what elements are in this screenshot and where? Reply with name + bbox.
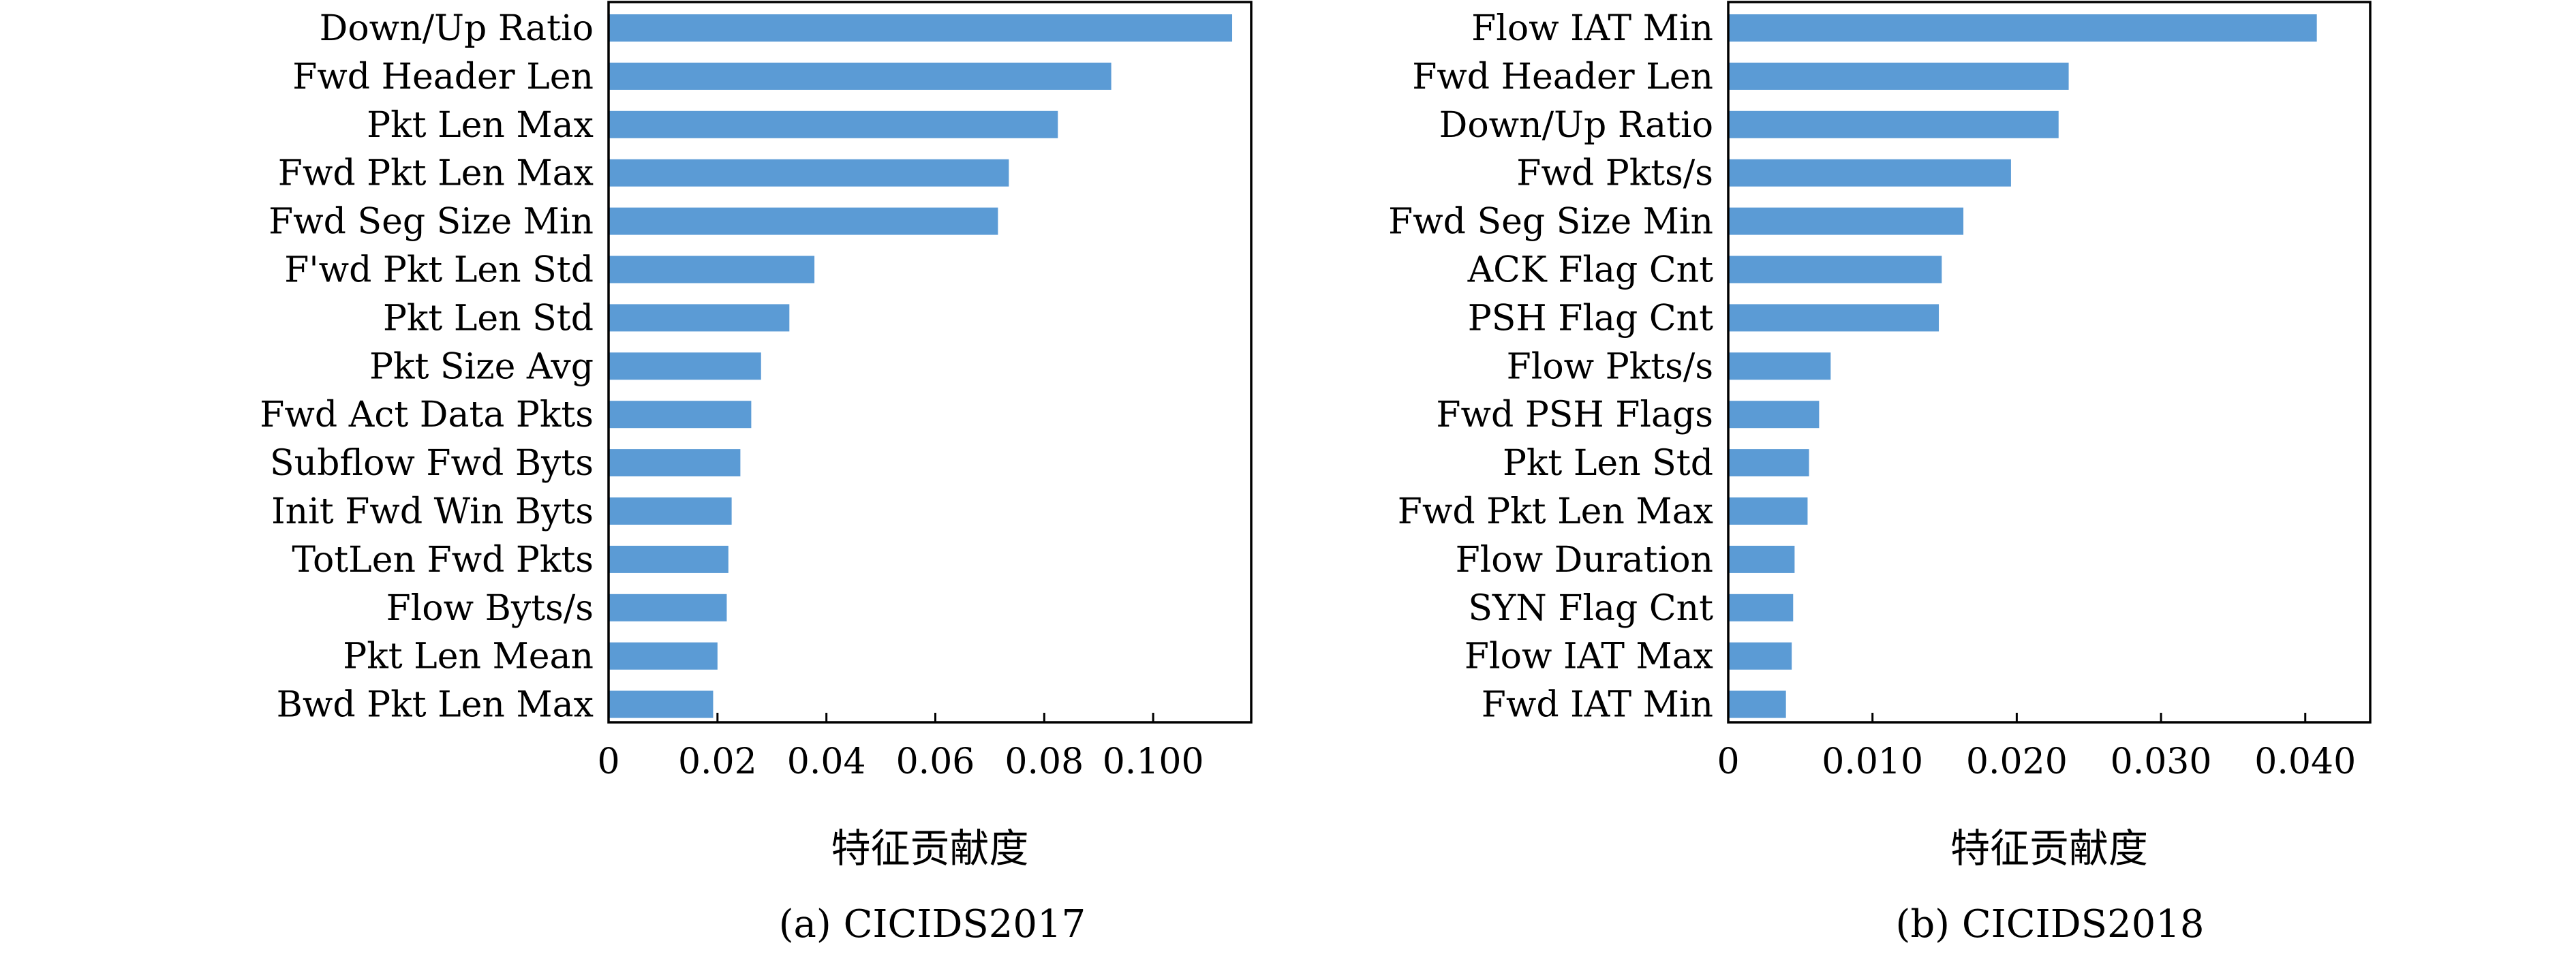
category-label: Fwd Pkt Len Max <box>278 153 594 194</box>
bar <box>1728 14 2317 42</box>
category-label: Down/Up Ratio <box>1439 105 1713 146</box>
bar <box>609 110 1058 138</box>
bar <box>1728 497 1808 525</box>
panel-caption: (b) CICIDS2018 <box>1895 902 2204 947</box>
bar <box>609 642 718 670</box>
x-tick-label: 0.02 <box>678 741 757 782</box>
bar <box>1728 62 2069 90</box>
bar <box>1728 401 1820 429</box>
category-label: F'wd Pkt Len Std <box>284 250 594 291</box>
bar <box>1728 304 1939 332</box>
category-label: Flow IAT Max <box>1465 636 1713 677</box>
category-label: Flow Pkts/s <box>1507 346 1713 387</box>
bar <box>1728 642 1792 670</box>
category-label: Pkt Len Mean <box>343 636 594 677</box>
category-label: Fwd PSH Flags <box>1436 395 1713 435</box>
bar <box>609 449 741 477</box>
bar <box>1728 594 1794 621</box>
category-label: Pkt Len Max <box>367 105 594 146</box>
x-tick-label: 0.100 <box>1103 741 1204 782</box>
panel-caption: (a) CICIDS2017 <box>779 902 1086 947</box>
x-tick-label: 0.020 <box>1966 741 2068 782</box>
category-label: Init Fwd Win Byts <box>271 491 594 532</box>
category-label: Subflow Fwd Byts <box>270 443 594 484</box>
category-label: Flow IAT Min <box>1471 8 1713 49</box>
x-tick-label: 0.04 <box>787 741 866 782</box>
plot-frame <box>607 1 1253 724</box>
category-label: PSH Flag Cnt <box>1468 298 1713 339</box>
bar <box>1728 256 1942 283</box>
category-label: ACK Flag Cnt <box>1467 250 1714 291</box>
bar <box>609 352 761 380</box>
category-label: Pkt Size Avg <box>369 346 594 387</box>
bar <box>1728 159 2011 187</box>
x-axis-title: 特征贡献度 <box>1950 825 2148 872</box>
category-label: Fwd Pkt Len Max <box>1398 491 1713 532</box>
category-label: Fwd IAT Min <box>1482 685 1713 726</box>
category-label: Down/Up Ratio <box>320 8 594 49</box>
category-label: Flow Duration <box>1456 540 1713 581</box>
x-axis-title: 特征贡献度 <box>831 825 1028 872</box>
panel-cicids2018: Flow IAT Min Fwd Header Len Down/Up Ratio F… <box>1388 1 2372 947</box>
plot-frame <box>1727 1 2372 724</box>
bar <box>1728 690 1786 718</box>
category-label: Fwd Act Data Pkts <box>260 395 594 435</box>
category-label: Pkt Len Std <box>383 298 594 339</box>
bar <box>609 14 1233 42</box>
category-label: Pkt Len Std <box>1503 443 1713 484</box>
category-label: Fwd Seg Size Min <box>1388 202 1713 243</box>
bar <box>609 207 998 235</box>
category-label: Fwd Seg Size Min <box>269 202 594 243</box>
x-tick-label: 0.030 <box>2111 741 2212 782</box>
bar <box>609 62 1111 90</box>
category-label: Fwd Header Len <box>292 57 594 97</box>
x-tick-label: 0 <box>597 741 619 782</box>
bar <box>609 401 752 429</box>
bar <box>609 690 714 718</box>
category-label: Fwd Header Len <box>1412 57 1713 97</box>
category-label: SYN Flag Cnt <box>1468 588 1713 629</box>
bar <box>1728 545 1795 573</box>
x-tick-label: 0.040 <box>2254 741 2356 782</box>
category-label: TotLen Fwd Pkts <box>292 540 594 581</box>
bar <box>609 256 815 283</box>
bar <box>609 304 790 332</box>
bar <box>609 159 1009 187</box>
category-label: Bwd Pkt Len Max <box>277 685 594 726</box>
bar <box>1728 207 1964 235</box>
category-label: Flow Byts/s <box>386 588 594 629</box>
category-label: Fwd Pkts/s <box>1516 153 1713 194</box>
bar <box>1728 110 2059 138</box>
bar <box>609 497 732 525</box>
bar <box>1728 352 1831 380</box>
x-tick-label: 0.010 <box>1822 741 1923 782</box>
panel-cicids2017: Down/Up Ratio Fwd Header Len Pkt Len Max Fw… <box>260 1 1253 947</box>
bar <box>609 594 727 621</box>
bar <box>609 545 729 573</box>
bar <box>1728 449 1809 477</box>
x-tick-label: 0.08 <box>1005 741 1084 782</box>
x-tick-label: 0 <box>1717 741 1739 782</box>
x-tick-label: 0.06 <box>896 741 975 782</box>
